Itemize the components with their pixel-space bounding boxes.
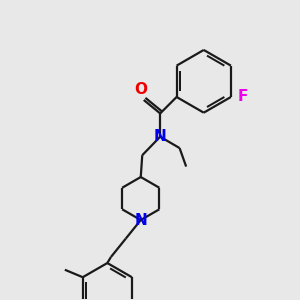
Text: F: F — [238, 89, 248, 104]
Text: O: O — [134, 82, 147, 97]
Text: N: N — [134, 212, 147, 227]
Text: N: N — [154, 129, 167, 144]
